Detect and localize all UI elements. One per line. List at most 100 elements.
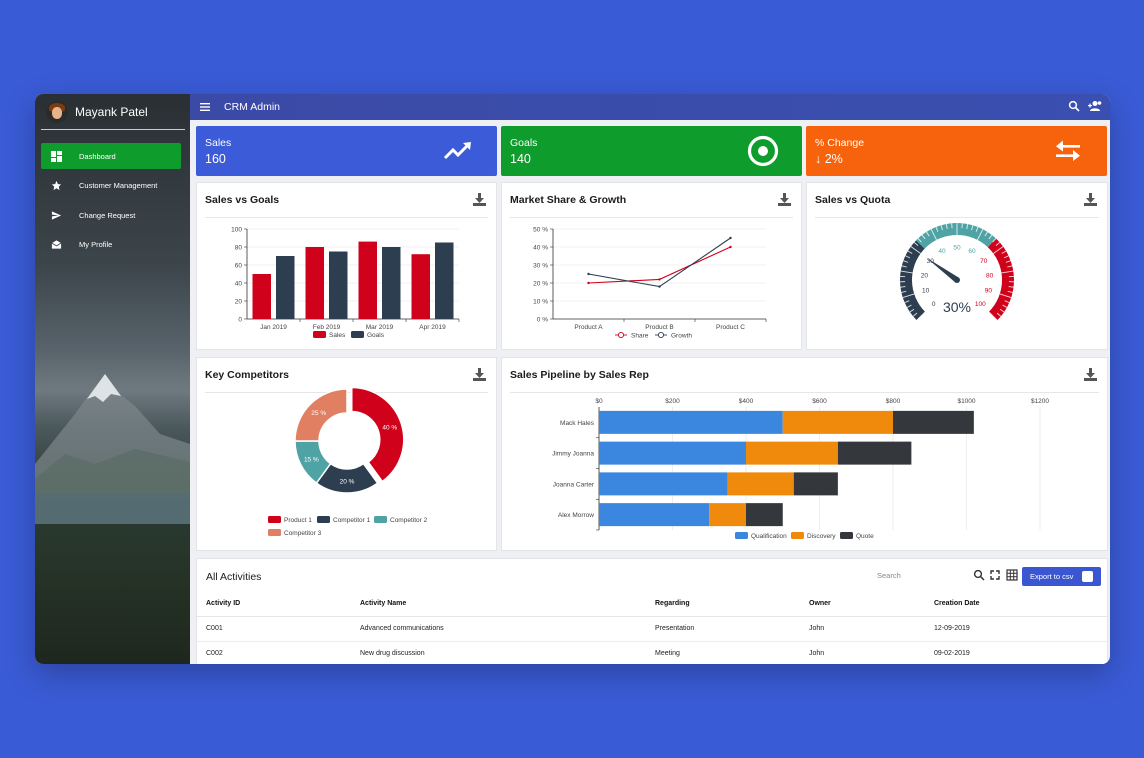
search-input[interactable]: Search — [877, 571, 901, 580]
gauge-tick-label: 50 — [953, 245, 961, 252]
add-user-icon[interactable] — [1088, 100, 1102, 112]
kpi-label: Sales — [205, 137, 232, 149]
data-point — [729, 245, 732, 249]
sidebar-item-my-profile[interactable]: My Profile — [41, 232, 181, 258]
gauge-tick — [974, 239, 978, 246]
y-tick-label: 60 — [235, 263, 243, 270]
gauge-tick-label: 60 — [968, 248, 976, 255]
gauge-tick — [994, 260, 998, 263]
legend-label: Competitor 3 — [284, 530, 322, 537]
gauge-tick — [913, 241, 919, 246]
x-tick-label: Jan 2019 — [260, 324, 287, 331]
kpi-card-goals: Goals 140 — [501, 126, 802, 176]
user-name: Mayank Patel — [75, 104, 148, 119]
gauge-tick — [991, 303, 995, 306]
sidebar-nav: Dashboard Customer Management Change Req… — [41, 143, 181, 261]
legend-swatch — [268, 529, 281, 536]
gauge-tick — [906, 304, 912, 308]
y-tick-label: Alex Morrow — [558, 512, 594, 519]
gauge-tick-label: 10 — [922, 288, 930, 295]
gauge-tick — [907, 250, 913, 254]
legend-label: Growth — [671, 333, 692, 340]
export-csv-button[interactable]: Export to csv — [1022, 567, 1101, 586]
gauge-tick — [996, 264, 1000, 267]
grid-view-icon[interactable] — [1006, 569, 1018, 581]
gauge-tick — [966, 223, 969, 230]
sidebar-item-change-request[interactable]: Change Request — [41, 202, 181, 228]
legend-swatch — [351, 331, 364, 338]
y-tick-label: 40 — [235, 281, 243, 288]
divider — [510, 217, 793, 218]
gauge-band-mid — [916, 223, 997, 249]
bar-segment-qualification — [599, 472, 728, 496]
gauge-tick — [971, 225, 974, 231]
legend-swatch — [791, 532, 804, 539]
kpi-card-change: % Change ↓ 2% — [806, 126, 1107, 176]
download-icon[interactable] — [1084, 368, 1097, 381]
sales-pipeline-chart: $0 $200 $400 $600 $800 $1000 $1200 Mack Hales Ji… — [552, 398, 1049, 540]
gauge-tick — [1003, 255, 1009, 259]
gauge-tick — [1001, 270, 1014, 274]
card-sales-vs-quota: Sales vs Quota 0 10 20 30 40 50 60 70 80 90 100 30% — [806, 182, 1108, 350]
y-tick-label: Joanna Carter — [553, 481, 595, 488]
column-header[interactable]: Owner — [800, 592, 925, 617]
menu-icon[interactable] — [199, 101, 211, 113]
bar-segment-qualification — [599, 503, 710, 527]
sidebar-item-dashboard[interactable]: Dashboard — [41, 143, 181, 169]
y-tick-label: Jimmy Joanna — [552, 451, 594, 458]
x-tick-label: $1000 — [957, 398, 975, 405]
gauge-tick — [919, 303, 923, 306]
trending-up-icon — [443, 142, 471, 160]
column-header[interactable]: Activity ID — [197, 592, 351, 617]
download-icon[interactable] — [1084, 193, 1097, 206]
gauge-tick — [940, 225, 943, 231]
gauge-band-low — [900, 240, 926, 321]
sidebar-item-label: Change Request — [79, 210, 136, 220]
target-icon — [747, 135, 779, 167]
column-header[interactable]: Activity Name — [351, 592, 646, 617]
legend-label: Goals — [367, 332, 385, 339]
gauge-tick — [903, 260, 909, 263]
slice-label: 25 % — [311, 410, 326, 417]
activities-panel: All Activities Search Export to csv Acti… — [196, 558, 1109, 664]
gauge-tick-label: 0 — [932, 301, 936, 308]
fullscreen-icon[interactable] — [989, 569, 1001, 581]
gauge-tick — [917, 299, 921, 303]
gauge-tick — [901, 265, 907, 268]
gauge-tick — [935, 226, 939, 232]
x-tick-label: Product B — [645, 324, 674, 331]
gauge-tick — [997, 288, 1002, 291]
column-header[interactable]: Creation Date — [925, 592, 1109, 617]
legend-label: Quote — [856, 533, 874, 540]
sidebar-item-customer-management[interactable]: Customer Management — [41, 173, 181, 199]
search-icon[interactable] — [1068, 100, 1080, 112]
gauge-tick — [916, 311, 926, 321]
gauge-tick — [1002, 304, 1008, 308]
gauge-tick — [940, 238, 942, 242]
x-tick-label: Apr 2019 — [419, 324, 446, 331]
sales-vs-goals-chart: 0 20 40 60 80 100 Jan 2019 Feb 2019 Mar 2019 Apr … — [231, 227, 460, 339]
x-tick-label: $800 — [886, 398, 901, 405]
gauge-tick — [905, 255, 911, 259]
gauge-tick — [993, 246, 1004, 254]
search-icon[interactable] — [973, 569, 985, 581]
gauge-tick — [901, 290, 907, 293]
gauge-tick-label: 100 — [975, 301, 986, 308]
download-icon[interactable] — [473, 368, 486, 381]
gauge-tick — [1007, 265, 1013, 268]
bar-segment-quote — [746, 503, 783, 527]
legend-label: Product 1 — [284, 517, 312, 524]
download-icon[interactable] — [778, 193, 791, 206]
card-key-competitors: Key Competitors 40 % 20 % 15 % 25 % Product … — [196, 357, 497, 551]
download-icon[interactable] — [473, 193, 486, 206]
table-row[interactable]: C002 New drug discussion Meeting John 09… — [197, 641, 1109, 664]
market-share-chart: 0 % 10 % 20 % 30 % 40 % 50 % Product A Product … — [533, 227, 767, 340]
gauge-tick — [914, 264, 918, 267]
gauge-tick — [995, 241, 1001, 246]
gauge-tick — [915, 296, 919, 299]
table-row[interactable]: C001 Advanced communications Presentatio… — [197, 616, 1109, 642]
swap-arrows-icon — [1056, 140, 1080, 161]
column-header[interactable]: Regarding — [646, 592, 800, 617]
user-profile[interactable]: Mayank Patel — [41, 94, 185, 130]
card-sales-pipeline: Sales Pipeline by Sales Rep $0 $200 $400 $6… — [501, 357, 1108, 551]
